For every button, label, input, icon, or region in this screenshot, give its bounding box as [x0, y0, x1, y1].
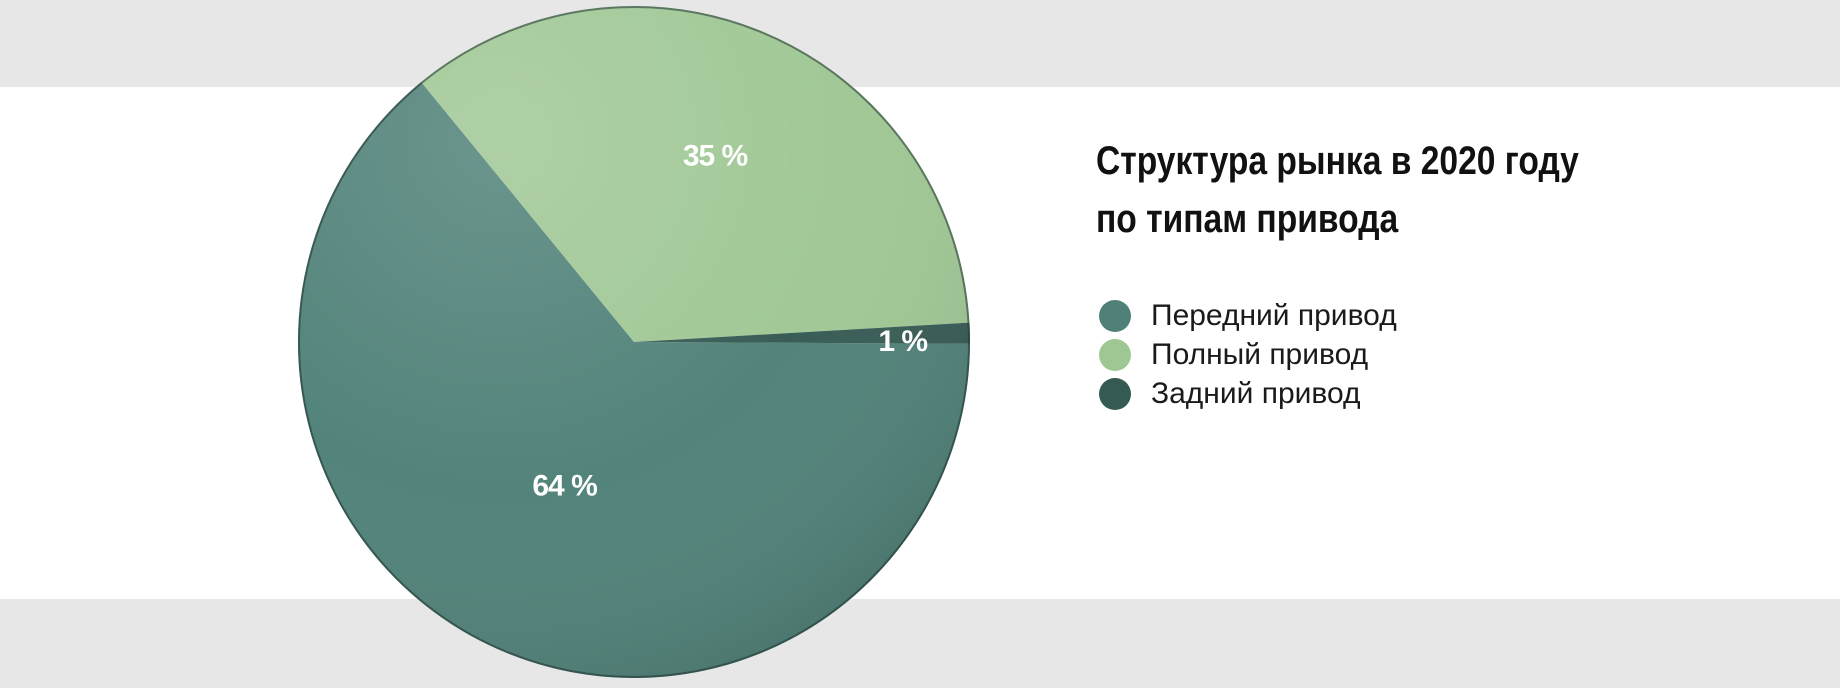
- legend-swatch: [1099, 377, 1131, 410]
- pie-sheen: [298, 6, 970, 678]
- chart-title-line-2: по типам привода: [1096, 197, 1399, 241]
- legend-item-all-wheel-drive: Полный привод: [1099, 335, 1397, 374]
- chart-title-line-1: Структура рынка в 2020 году: [1096, 139, 1579, 183]
- pie-value-labels: 64 % 35 % 1 %: [532, 139, 928, 502]
- legend-item-rear-wheel-drive: Задний привод: [1099, 374, 1397, 413]
- legend-swatch: [1099, 299, 1131, 332]
- slice-value-label: 64 %: [532, 469, 597, 502]
- legend-swatch: [1099, 338, 1131, 371]
- legend-label: Полный привод: [1151, 337, 1369, 371]
- slice-value-label: 35 %: [683, 139, 748, 172]
- pie-rim: [298, 6, 970, 678]
- slice-value-label: 1 %: [878, 325, 927, 358]
- legend-item-front-wheel-drive: Передний привод: [1099, 296, 1397, 335]
- legend-label: Задний привод: [1151, 376, 1361, 410]
- chart-title: Структура рынка в 2020 году по типам при…: [1096, 132, 1634, 248]
- chart-legend: Передний привод Полный привод Задний при…: [1099, 296, 1397, 413]
- legend-label: Передний привод: [1151, 298, 1397, 332]
